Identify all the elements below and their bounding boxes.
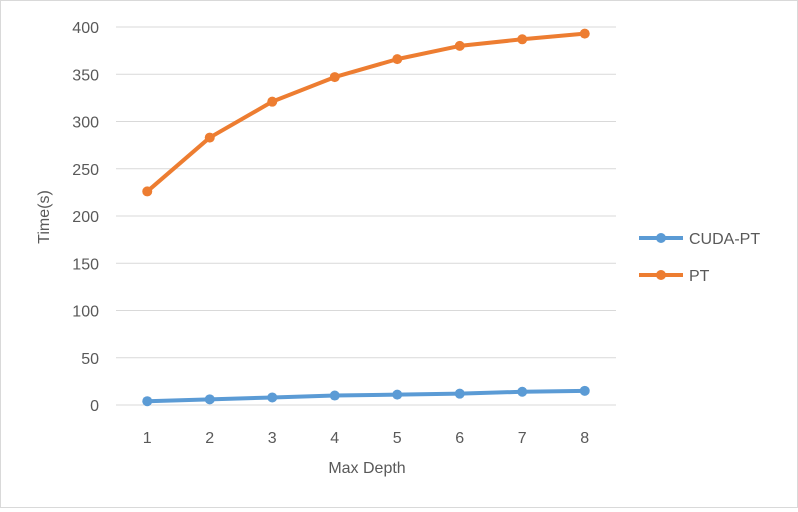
y-tick-label: 0 xyxy=(90,398,99,415)
x-axis-ticks: 1 2 3 4 5 6 7 8 xyxy=(143,430,590,447)
data-point-pt xyxy=(204,132,215,143)
x-tick-label: 7 xyxy=(518,430,527,447)
data-point-pt xyxy=(142,186,153,197)
legend-label: CUDA-PT xyxy=(689,231,760,248)
data-point-cuda-pt xyxy=(579,385,590,396)
y-tick-label: 150 xyxy=(72,256,99,273)
data-point-pt xyxy=(579,28,590,39)
data-point-cuda-pt xyxy=(392,389,403,400)
y-tick-label: 100 xyxy=(72,304,99,321)
x-tick-label: 6 xyxy=(455,430,464,447)
x-tick-label: 1 xyxy=(143,430,152,447)
y-tick-label: 50 xyxy=(81,351,99,368)
legend-label: PT xyxy=(689,268,710,285)
data-point-cuda-pt xyxy=(267,392,278,403)
x-tick-label: 8 xyxy=(580,430,589,447)
y-axis-ticks: 0 50 100 150 200 250 300 350 400 xyxy=(72,20,99,415)
data-point-pt xyxy=(329,72,340,83)
series-cuda-pt xyxy=(142,385,590,407)
data-point-pt xyxy=(454,40,465,51)
data-point-cuda-pt xyxy=(142,396,153,407)
legend-item-cuda-pt: CUDA-PT xyxy=(639,231,760,248)
legend-swatch-marker xyxy=(656,270,666,280)
x-tick-label: 3 xyxy=(268,430,277,447)
series-layer xyxy=(142,28,590,407)
y-tick-label: 350 xyxy=(72,67,99,84)
legend-swatch-marker xyxy=(656,233,666,243)
data-point-cuda-pt xyxy=(454,388,465,399)
y-axis-title: Time(s) xyxy=(36,190,53,244)
x-axis-title: Max Depth xyxy=(328,460,405,477)
series-line-cuda-pt xyxy=(145,388,587,404)
y-tick-label: 400 xyxy=(72,20,99,37)
x-tick-label: 5 xyxy=(393,430,402,447)
series-line-pt xyxy=(145,31,587,194)
data-point-cuda-pt xyxy=(517,386,528,397)
legend-item-pt: PT xyxy=(639,268,710,285)
legend: CUDA-PT PT xyxy=(639,231,760,285)
x-tick-label: 4 xyxy=(330,430,339,447)
series-pt xyxy=(142,28,590,197)
gridlines xyxy=(116,26,616,406)
y-tick-label: 300 xyxy=(72,115,99,132)
data-point-pt xyxy=(517,34,528,45)
x-tick-label: 2 xyxy=(205,430,214,447)
data-point-cuda-pt xyxy=(204,394,215,405)
data-point-cuda-pt xyxy=(329,390,340,401)
data-point-pt xyxy=(267,96,278,107)
y-tick-label: 250 xyxy=(72,162,99,179)
y-tick-label: 200 xyxy=(72,209,99,226)
data-point-pt xyxy=(392,54,403,65)
